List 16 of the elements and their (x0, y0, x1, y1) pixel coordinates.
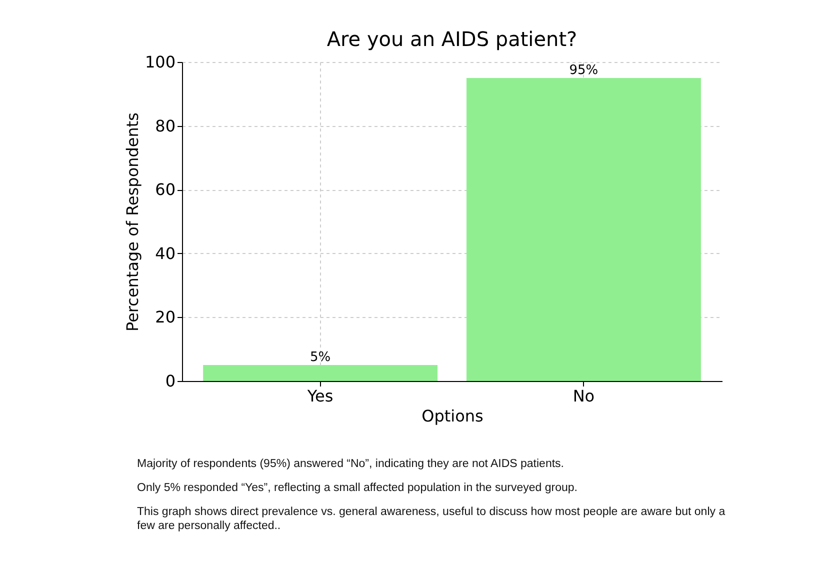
text: Only 5% responded “Yes”, reflecting a small affected population in the surveyed group. (137, 481, 578, 495)
y-axis-title: Percentage of Respondents (122, 112, 142, 332)
y-tick-label: 20 (155, 308, 176, 327)
text: Majority of respondents (95%) answered “No”, indicating they are not AIDS patients. (137, 457, 565, 471)
data-label: 95% (569, 62, 598, 78)
x-tick-label: No (572, 386, 595, 406)
y-tick-label: 0 (165, 372, 176, 390)
y-tick-label: 40 (155, 244, 176, 263)
x-axis-title: Options (422, 406, 484, 426)
y-tick-label: 80 (155, 116, 176, 136)
chart-title: Are you an AIDS patient? (326, 27, 578, 51)
x-tick-label: Yes (306, 386, 334, 406)
y-tick-label: 100 (144, 52, 176, 72)
y-tick-label: 60 (155, 180, 176, 200)
text: This graph shows direct prevalence vs. general awareness, useful to discuss how most people are aware but only a few are personally affected.. (137, 505, 726, 533)
data-label: 5% (310, 350, 331, 366)
